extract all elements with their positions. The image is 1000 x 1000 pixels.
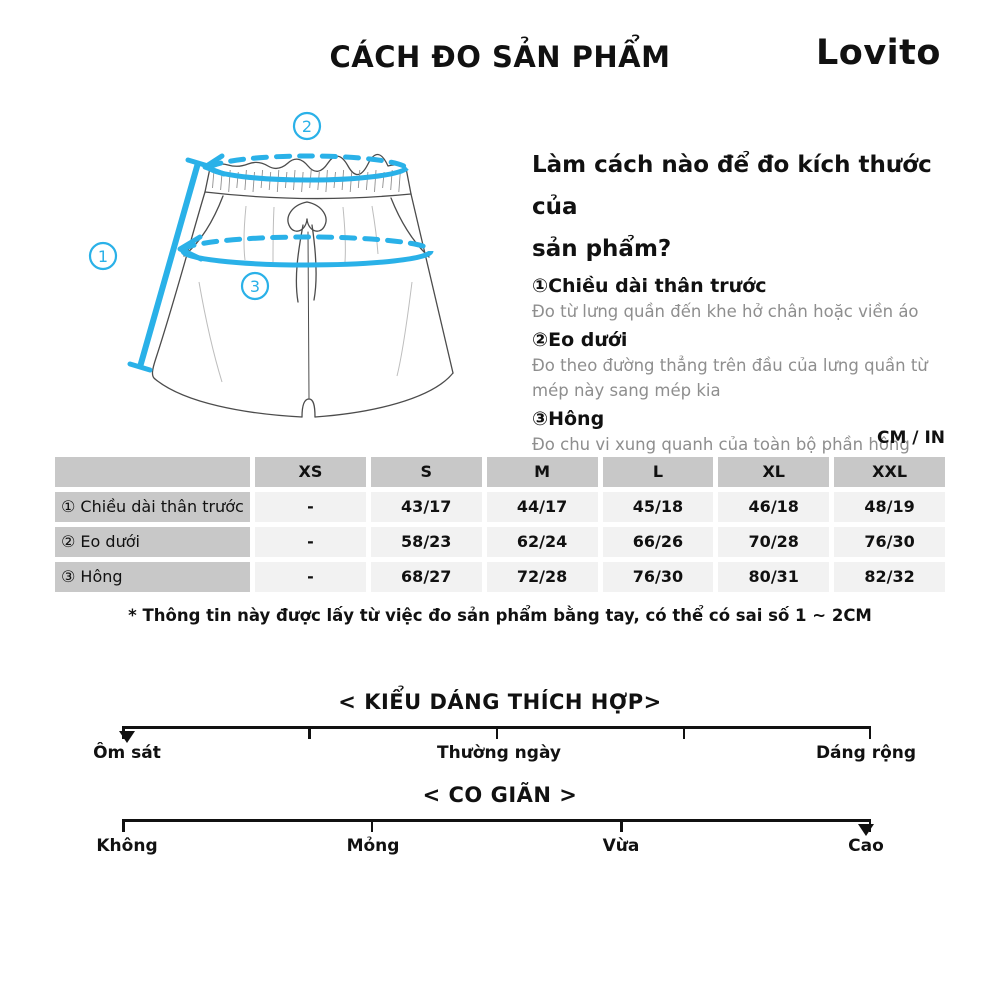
- length-measure-line: [137, 162, 201, 368]
- table-cell: 44/17: [486, 492, 598, 522]
- table-cell: 46/18: [718, 492, 830, 522]
- table-cell: 48/19: [834, 492, 945, 522]
- guide-item-2-label: ②Eo dưới: [532, 329, 628, 351]
- stretch-tick-2: [370, 822, 374, 832]
- guide-heading: Làm cách nào để đo kích thước của sản ph…: [532, 144, 952, 270]
- shorts-diagram-svg: 1 2 3: [88, 111, 454, 418]
- fit-marker-triangle-icon: [119, 731, 135, 743]
- table-cell: -: [255, 562, 366, 592]
- brand-logo: Lovito: [816, 33, 941, 73]
- row-label-front-length: ① Chiều dài thân trước: [55, 492, 250, 522]
- fit-tick-3: [495, 729, 498, 739]
- col-header-xs: XS: [255, 457, 366, 487]
- marker-1-circle-icon: [88, 241, 118, 271]
- stretch-scale-labels: Không Mỏng Vừa Cao: [0, 836, 1000, 860]
- hip-measure-ellipse-solid: [180, 250, 434, 268]
- hip-measure-ellipse-dashed: [180, 234, 434, 254]
- marker-2-number: 2: [302, 117, 312, 136]
- table-cell: 66/26: [602, 527, 714, 557]
- stretch-label-none: Không: [96, 836, 158, 856]
- table-cell: 82/32: [834, 562, 945, 592]
- col-header-m: M: [486, 457, 598, 487]
- stretch-label-thin: Mỏng: [346, 836, 400, 856]
- marker-3-circle-icon: [240, 271, 270, 301]
- table-cell: 76/30: [834, 527, 945, 557]
- stretch-label-medium: Vừa: [602, 836, 640, 856]
- table-cell: 68/27: [370, 562, 482, 592]
- guide-item-3-label: ③Hông: [532, 408, 605, 430]
- guide-item-2-desc: Đo theo đường thẳng trên đầu của lưng qu…: [532, 356, 928, 400]
- fit-tick-4: [682, 729, 686, 739]
- measurement-annotations: [127, 153, 434, 373]
- stretch-tick-1: [122, 822, 125, 832]
- shorts-crease-lines: [198, 205, 413, 383]
- fit-label-regular: Thường ngày: [437, 743, 561, 763]
- stretch-scale-line: [122, 819, 874, 836]
- shorts-illustration: 1 2 3: [60, 110, 510, 440]
- marker-3-number: 3: [250, 277, 260, 296]
- guide-heading-line1: Làm cách nào để đo kích thước của: [532, 152, 932, 220]
- row-label-hip: ③ Hông: [55, 562, 250, 592]
- table-cell: -: [255, 492, 366, 522]
- col-header-s: S: [370, 457, 482, 487]
- col-header-l: L: [602, 457, 714, 487]
- table-corner-cell: [55, 457, 250, 487]
- stretch-label-high: Cao: [848, 836, 884, 856]
- table-cell: 45/18: [602, 492, 714, 522]
- fit-scale-line: [119, 726, 871, 743]
- stretch-scale-title: < CO GIÃN >: [422, 783, 578, 807]
- waist-measure-ellipse-dashed: [206, 153, 410, 171]
- table-cell: 72/28: [486, 562, 598, 592]
- col-header-xl: XL: [718, 457, 830, 487]
- table-cell: 80/31: [718, 562, 830, 592]
- fit-tick-2: [308, 729, 311, 739]
- guide-item-1-desc: Đo từ lưng quần đến khe hở chân hoặc viề…: [532, 302, 919, 321]
- marker-1-number: 1: [98, 247, 108, 266]
- length-measure-cap-top: [185, 157, 211, 169]
- size-table: XS S M L XL XXL ① Chiều dài thân trước -…: [55, 457, 945, 592]
- hip-arrow-icon: [177, 234, 204, 262]
- page-title: CÁCH ĐO SẢN PHẨM: [329, 40, 671, 74]
- fit-scale-labels: Ôm sát Thường ngày Dáng rộng: [0, 743, 1000, 767]
- length-measure-cap-bottom: [127, 361, 153, 373]
- shorts-outline: [151, 153, 454, 418]
- table-cell: -: [255, 527, 366, 557]
- stretch-marker-triangle-icon: [858, 824, 874, 836]
- col-header-xxl: XXL: [834, 457, 945, 487]
- measurement-note: * Thông tin này được lấy từ việc đo sản …: [128, 606, 872, 625]
- table-cell: 76/30: [602, 562, 714, 592]
- measure-markers: 1 2 3: [88, 111, 322, 301]
- guide-heading-line2: sản phẩm?: [532, 236, 672, 262]
- unit-label: CM / IN: [877, 428, 945, 448]
- table-cell: 58/23: [370, 527, 482, 557]
- measure-guide-text: Làm cách nào để đo kích thước của sản ph…: [532, 144, 952, 457]
- guide-item-3-desc: Đo chu vi xung quanh của toàn bộ phần hô…: [532, 435, 910, 454]
- row-label-lower-waist: ② Eo dưới: [55, 527, 250, 557]
- table-cell: 62/24: [486, 527, 598, 557]
- guide-item-1-label: ①Chiều dài thân trước: [532, 275, 767, 297]
- fit-tick-5: [868, 729, 871, 739]
- fit-scale-title: < KIỂU DÁNG THÍCH HỢP>: [338, 690, 662, 714]
- stretch-tick-3: [620, 822, 623, 832]
- fit-label-tight: Ôm sát: [93, 743, 161, 763]
- table-cell: 70/28: [718, 527, 830, 557]
- fit-label-loose: Dáng rộng: [815, 743, 917, 763]
- table-cell: 43/17: [370, 492, 482, 522]
- waist-measure-ellipse-solid: [207, 166, 409, 183]
- marker-2-circle-icon: [292, 111, 322, 141]
